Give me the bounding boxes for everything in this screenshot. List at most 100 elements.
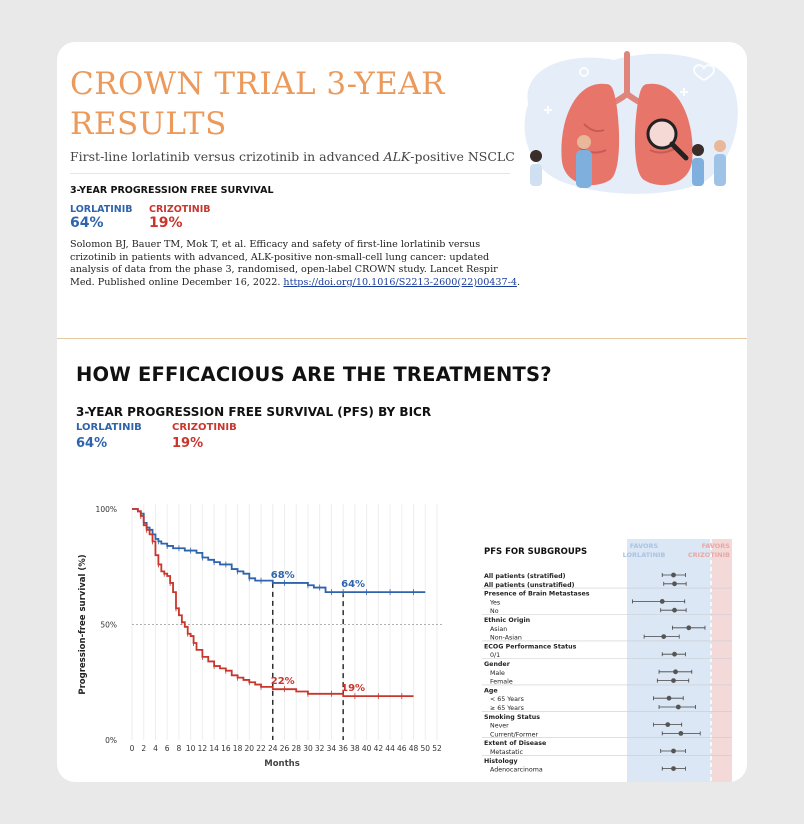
x-tick-label: 0 (130, 744, 135, 753)
subgroup-label: < 65 Years (490, 696, 524, 703)
x-tick-label: 22 (256, 744, 266, 753)
hazard-ratio-point (672, 651, 677, 657)
favors-lorlatinib-label-1: FAVORS (630, 542, 659, 550)
x-tick-label: 42 (374, 744, 384, 753)
x-tick-label: 38 (350, 744, 360, 753)
subtitle-tail: -positive NSCLC (410, 149, 515, 164)
hazard-ratio-point (672, 607, 677, 613)
citation-doi-link[interactable]: https://doi.org/10.1016/S2213-2600(22)00… (283, 276, 517, 288)
subgroup-label: Male (490, 670, 505, 677)
efficacy-crizotinib-label: CRIZOTINIB (172, 422, 237, 433)
infographic-card: CROWN TRIAL 3-YEAR RESULTS First-line lo… (57, 42, 747, 782)
hazard-ratio-point (671, 678, 676, 683)
x-tick-label: 46 (397, 744, 407, 753)
x-tick-label: 34 (327, 744, 337, 753)
subgroup-label: Never (490, 723, 509, 730)
favors-crizotinib-band (711, 539, 732, 782)
page-title: CROWN TRIAL 3-YEAR RESULTS (70, 66, 446, 142)
forest-title: PFS FOR SUBGROUPS (484, 547, 587, 557)
favors-crizotinib-label-1: FAVORS (702, 542, 731, 550)
subgroup-label: ≥ 65 Years (490, 705, 524, 712)
subtitle-text: First-line lorlatinib versus crizotinib … (70, 149, 384, 164)
milestone-label: 19% (341, 683, 365, 694)
x-tick-label: 10 (186, 744, 196, 753)
subgroup-label: Non-Asian (490, 635, 522, 642)
hazard-ratio-point (678, 731, 684, 736)
hazard-ratio-point (659, 599, 665, 604)
subgroup-label: Yes (489, 599, 500, 606)
citation-text: Solomon BJ, Bauer TM, Mok T, et al. Effi… (70, 239, 498, 288)
hazard-ratio-point (666, 695, 672, 701)
subgroup-label: All patients (stratified) (484, 573, 566, 580)
subgroup-label: No (490, 608, 499, 615)
x-tick-label: 52 (432, 744, 442, 753)
hazard-ratio-point (665, 722, 671, 727)
pfs-kaplan-meier-chart: 0 2 4 6 8 10 12 14 16 18 20 22 24 26 28 30 32 34 36 38 40 42 4… (78, 504, 442, 769)
subgroup-header: ECOG Performance Status (484, 643, 577, 650)
subgroup-label: Current/Former (490, 731, 539, 738)
milestone-label: 22% (271, 676, 295, 687)
milestone-label: 64% (341, 579, 365, 590)
efficacy-heading: HOW EFFICACIOUS ARE THE TREATMENTS? (76, 363, 552, 386)
section-divider (57, 338, 747, 339)
subgroup-header: Smoking Status (484, 714, 540, 721)
x-tick-label: 4 (153, 744, 158, 753)
summary-crizotinib-label: CRIZOTINIB (149, 204, 211, 215)
km-line-crizotinib (132, 508, 414, 698)
summary-lorlatinib-value: 64% (70, 215, 104, 231)
x-tick-label: 20 (245, 744, 255, 753)
x-tick-label: 48 (409, 744, 419, 753)
y-tick-label: 50% (100, 621, 117, 630)
lungs-doctors-illustration (524, 51, 738, 194)
subgroup-label: Asian (490, 626, 507, 633)
doctor-figures-icon (530, 135, 726, 188)
hazard-ratio-point (672, 581, 677, 587)
favors-lorlatinib-label-2: LORLATINIB (623, 551, 666, 559)
hazard-ratio-point (671, 766, 676, 771)
x-tick-label: 14 (209, 744, 219, 753)
x-tick-label: 44 (385, 744, 395, 753)
x-tick-label: 50 (420, 744, 430, 753)
x-tick-label: 24 (268, 744, 278, 753)
favors-lorlatinib-band (627, 539, 711, 782)
page-subtitle: First-line lorlatinib versus crizotinib … (70, 149, 515, 164)
subgroup-label: Female (490, 679, 513, 686)
efficacy-crizotinib-value: 19% (172, 436, 204, 451)
x-tick-label: 2 (141, 744, 146, 753)
subtitle-gene: ALK (383, 149, 411, 164)
x-tick-label: 40 (362, 744, 372, 753)
citation-tail: . (516, 276, 521, 288)
subgroup-header: Gender (484, 661, 511, 668)
subgroup-header: Histology (484, 758, 518, 765)
hazard-ratio-point (661, 634, 667, 639)
citation: Solomon BJ, Bauer TM, Mok T, et al. Effi… (70, 239, 520, 289)
hazard-ratio-point (671, 748, 676, 754)
x-tick-label: 12 (198, 744, 208, 753)
subgroup-header: Presence of Brain Metastases (484, 591, 590, 598)
x-tick-label: 16 (221, 744, 231, 753)
x-axis-label: Months (264, 759, 300, 769)
x-tick-label: 28 (291, 744, 301, 753)
illustration-backdrop (524, 53, 738, 194)
efficacy-lorlatinib-label: LORLATINIB (76, 422, 142, 433)
x-tick-label: 6 (165, 744, 170, 753)
summary-heading: 3-YEAR PROGRESSION FREE SURVIVAL (70, 185, 274, 196)
subgroup-header: Extent of Disease (484, 740, 546, 747)
subgroup-label: Adenocarcinoma (490, 767, 543, 774)
divider (70, 173, 510, 174)
subgroup-label: Metastatic (490, 749, 523, 756)
subgroup-label: All patients (unstratified) (484, 582, 575, 589)
x-tick-label: 8 (177, 744, 182, 753)
x-tick-label: 26 (280, 744, 290, 753)
y-tick-label: 100% (96, 505, 117, 514)
hazard-ratio-point (671, 572, 676, 578)
hazard-ratio-point (675, 704, 681, 710)
subgroup-label: 0/1 (490, 652, 500, 659)
efficacy-subheading: 3-YEAR PROGRESSION FREE SURVIVAL (PFS) B… (76, 405, 432, 419)
efficacy-lorlatinib-value: 64% (76, 436, 108, 451)
milestone-label: 68% (271, 570, 295, 581)
hazard-ratio-point (686, 625, 692, 631)
x-tick-label: 32 (315, 744, 325, 753)
summary-lorlatinib-label: LORLATINIB (70, 204, 133, 215)
pfs-subgroup-forest-plot: PFS FOR SUBGROUPSFAVORSLORLATINIBFAVORSC… (482, 539, 732, 782)
